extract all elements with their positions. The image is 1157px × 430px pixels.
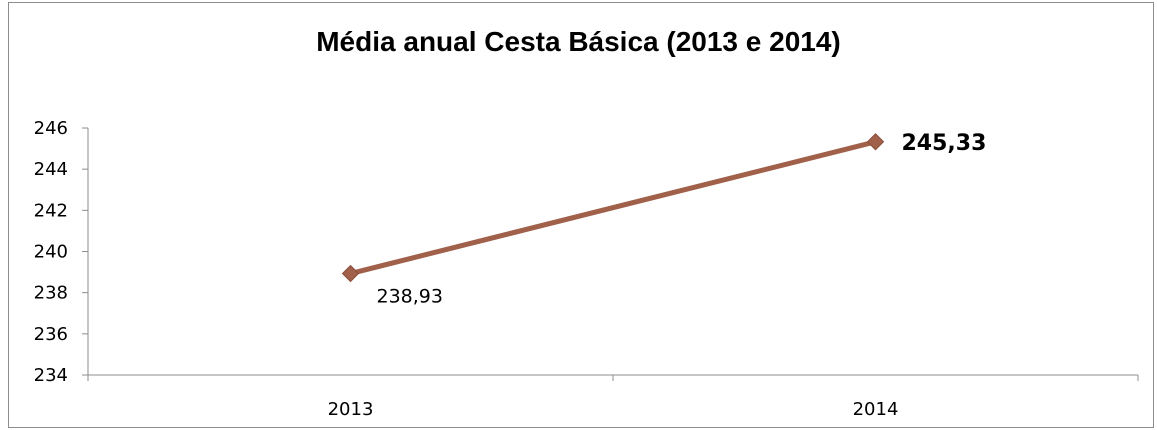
chart-title: Média anual Cesta Básica (2013 e 2014) (316, 26, 841, 57)
data-point-marker (866, 133, 885, 151)
y-tick-label: 246 (34, 118, 68, 139)
x-tick-label: 2013 (328, 399, 374, 420)
series-group: 238,93 245,33 (341, 131, 987, 308)
y-tick-label: 238 (34, 283, 68, 304)
y-ticks: 234 236 238 240 242 244 246 (34, 118, 88, 386)
y-tick-label: 240 (34, 242, 68, 263)
data-label: 245,33 (902, 131, 987, 156)
data-label: 238,93 (377, 286, 443, 308)
x-ticks: 2013 2014 (87, 375, 1139, 420)
x-tick-label: 2014 (853, 399, 899, 420)
y-tick-label: 242 (34, 200, 68, 221)
series-line (349, 139, 877, 276)
data-point-marker (341, 264, 360, 283)
y-tick-label: 236 (34, 324, 68, 345)
y-tick-label: 234 (34, 365, 68, 386)
y-tick-label: 244 (34, 159, 68, 180)
